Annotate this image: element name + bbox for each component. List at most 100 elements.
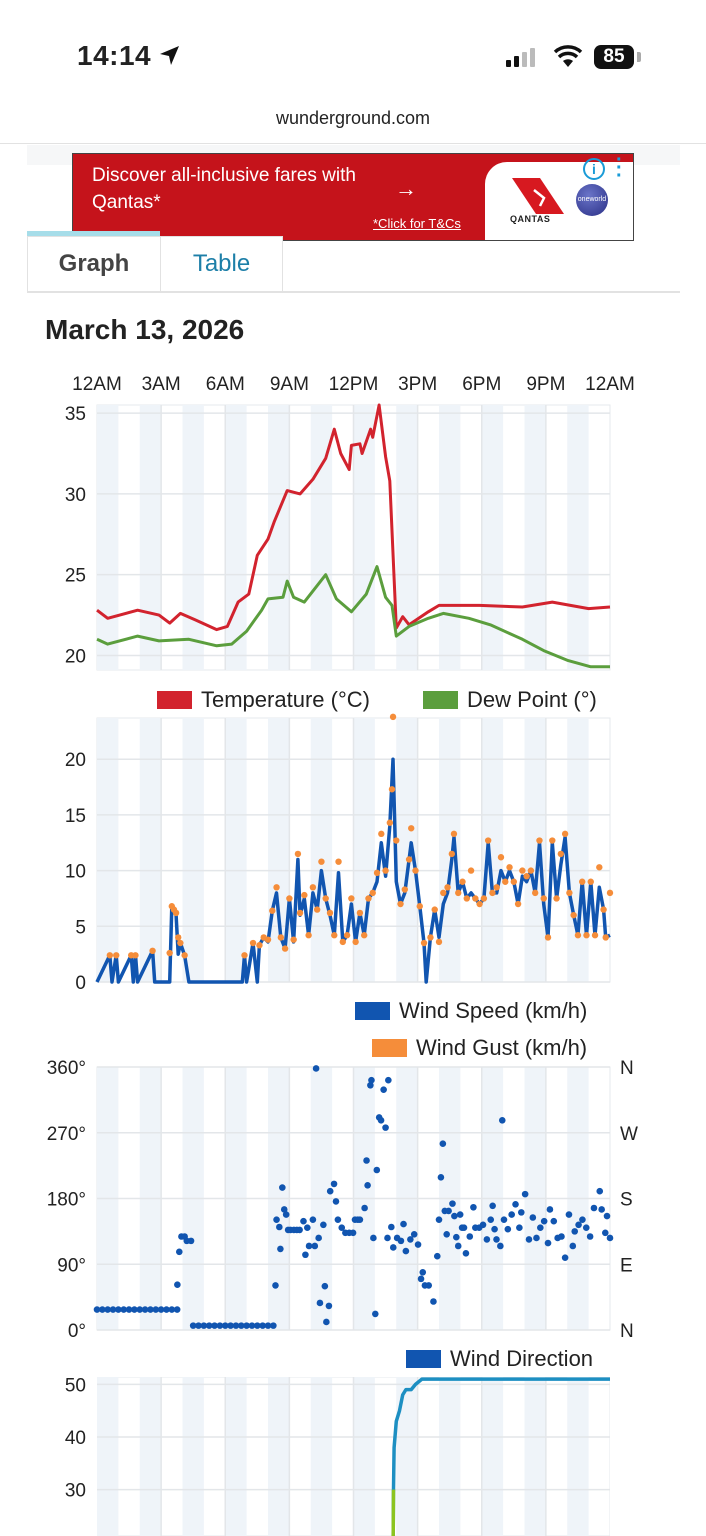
wind-gust-point (416, 903, 423, 910)
wind-direction-point (168, 1306, 176, 1313)
wind-direction-point (248, 1322, 256, 1329)
wind-direction-point (430, 1298, 437, 1305)
wind-direction-point (414, 1241, 422, 1248)
tab-graph[interactable]: Graph (27, 236, 161, 292)
wind-direction-point (454, 1242, 462, 1250)
wind-direction-point (109, 1306, 117, 1313)
wind-gust-point (313, 906, 321, 913)
wind-direction-point (272, 1282, 279, 1289)
wind-gust-point (177, 939, 184, 947)
wind-direction-point (173, 1306, 181, 1313)
wind-direction-point (309, 1216, 317, 1223)
y-tick-label: 5 (75, 917, 86, 938)
tab-table[interactable]: Table (160, 236, 283, 292)
wind-direction-point (311, 1242, 319, 1250)
wind-gust-point (360, 932, 368, 939)
wind-direction-point (500, 1216, 508, 1223)
wind-direction-point (603, 1212, 611, 1220)
wind-direction-point (99, 1306, 106, 1313)
wind-direction-point (569, 1242, 577, 1250)
wind-direction-point (237, 1322, 245, 1329)
wind-gust-point (365, 895, 372, 902)
wind-gust-point (172, 909, 180, 917)
wind-direction-point (449, 1200, 456, 1207)
wind-gust-point (476, 900, 483, 908)
wind-direction-point (152, 1306, 160, 1313)
wind-direction-point (601, 1229, 609, 1237)
wind-direction-point (487, 1216, 495, 1223)
wind-direction-point (279, 1184, 286, 1191)
wind-direction-point (136, 1306, 144, 1313)
wind-direction-point (312, 1065, 320, 1072)
active-tab-indicator (27, 231, 160, 236)
wind-gust-point (175, 934, 182, 941)
wind-direction-point (332, 1198, 340, 1205)
legend-wind-speed-swatch (355, 1002, 390, 1020)
wind-gust-point (309, 884, 317, 891)
ad-info-icon[interactable]: i (583, 158, 605, 180)
wind-gust-point (444, 884, 451, 891)
y-tick-label: 30 (65, 1481, 86, 1502)
qantas-ad-banner[interactable]: Discover all-inclusive fares with Qantas… (72, 153, 634, 241)
wind-gust-point (480, 895, 488, 902)
hour-band (225, 718, 247, 982)
wind-direction-point (280, 1206, 288, 1213)
legend-temperature-label: Temperature (°C) (201, 687, 370, 712)
hour-band (353, 1377, 375, 1536)
wind-direction-point (561, 1254, 569, 1261)
wind-direction-point (397, 1237, 405, 1245)
battery-level: 85 (603, 46, 625, 67)
wind-direction-point (437, 1174, 445, 1181)
wind-gust-point (373, 869, 381, 877)
status-time: 14:14 (77, 40, 152, 71)
x-tick-label: 9PM (526, 374, 565, 395)
ad-more-icon[interactable]: · · · (616, 153, 623, 187)
wind-direction-point (540, 1217, 548, 1225)
wind-gust-point (331, 932, 338, 939)
wind-direction-point (479, 1221, 487, 1229)
y-tick-label: 15 (65, 806, 86, 827)
y-tick-label: 35 (65, 404, 86, 425)
x-tick-label: 12AM (72, 374, 122, 395)
hour-band (524, 718, 546, 982)
legend-wind-speed-label: Wind Speed (km/h) (399, 998, 587, 1023)
wind-gust-point (113, 952, 120, 959)
wind-gust-point (549, 837, 556, 844)
hour-band (439, 1377, 461, 1536)
arrow-right-icon: → (395, 176, 417, 201)
y-tick-label: 0° (68, 1321, 86, 1342)
wind-gust-point (489, 889, 496, 897)
wind-gust-point (397, 900, 404, 908)
hour-band (97, 718, 119, 982)
wind-direction-point (575, 1221, 582, 1229)
hour-band (524, 405, 546, 670)
wind-direction-point (254, 1322, 261, 1329)
battery-icon: 85 (594, 45, 634, 69)
page-title: March 13, 2026 (45, 314, 245, 345)
wind-gust-point (322, 895, 329, 902)
y-tick-label: 25 (65, 566, 86, 587)
wind-direction-point (508, 1211, 515, 1218)
wind-direction-point (282, 1211, 290, 1218)
ad-terms-link[interactable]: *Click for T&Cs (373, 216, 461, 231)
chart-3 (97, 1377, 610, 1536)
wind-gust-point (412, 867, 419, 874)
hour-band (182, 1377, 204, 1536)
wind-gust-point (540, 895, 547, 902)
wind-gust-point (440, 889, 447, 897)
url-bar[interactable]: wunderground.com (275, 108, 431, 128)
wind-direction-point (433, 1252, 441, 1260)
wind-direction-point (388, 1223, 395, 1231)
wind-gust-point (301, 891, 308, 899)
wind-gust-point (388, 786, 396, 793)
wind-direction-point (175, 1248, 183, 1256)
hour-band (567, 718, 589, 982)
wind-direction-point (131, 1306, 138, 1313)
wind-direction-point (419, 1268, 427, 1276)
temperature-line (96, 403, 611, 632)
wind-direction-point (368, 1076, 375, 1084)
wind-direction-point (364, 1182, 371, 1189)
wind-gust-point (369, 889, 376, 897)
legend-wind-gust-label: Wind Gust (km/h) (416, 1035, 587, 1060)
wind-direction-point (544, 1239, 552, 1247)
